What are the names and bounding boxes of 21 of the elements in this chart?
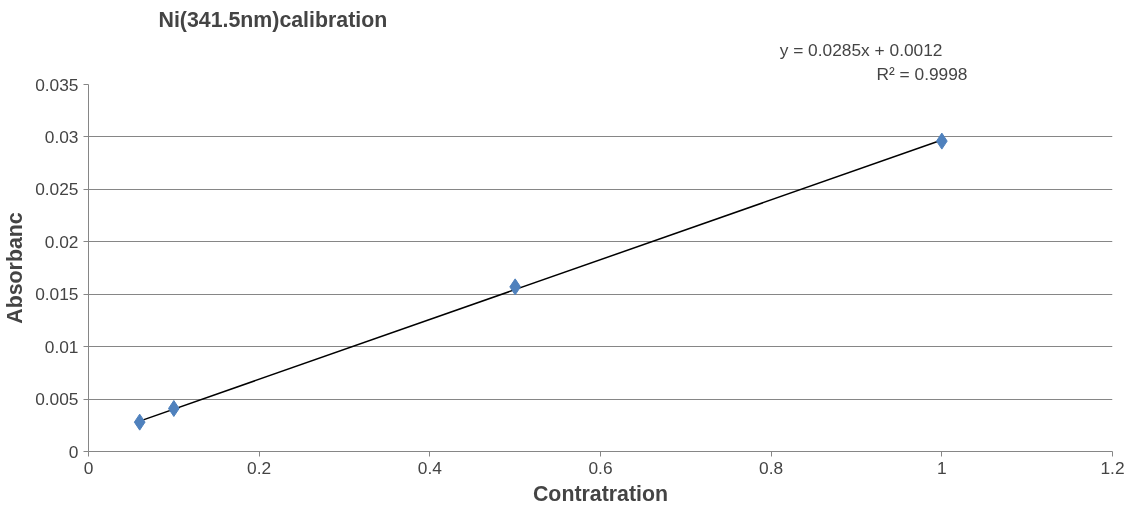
y-tick-label: 0.035 [35, 74, 79, 95]
y-tick-label: 0 [68, 441, 79, 462]
x-axis-title: Contratration [532, 481, 669, 506]
x-tick-label: 0.4 [417, 457, 443, 478]
x-tick-label: 1 [937, 457, 947, 478]
y-tick-label: 0.03 [44, 126, 79, 147]
x-tick-label: 0 [83, 457, 94, 478]
y-axis-title: Absorbanc [3, 212, 28, 324]
x-tick-label: 0.6 [588, 457, 613, 478]
x-tick-label: 1.2 [1100, 457, 1125, 478]
text: y = 0.0285x + 0.0012 [779, 39, 943, 60]
text: R² = 0.9998 [876, 63, 968, 84]
x-tick-label: 0.8 [759, 457, 784, 478]
y-tick-label: 0.025 [35, 179, 79, 200]
y-tick-label: 0.005 [35, 389, 79, 410]
y-tick-label: 0.02 [44, 231, 79, 252]
x-tick-label: 0.2 [247, 457, 272, 478]
y-tick-label: 0.015 [35, 284, 79, 305]
point [133, 413, 146, 431]
y-tick-label: 0.01 [44, 336, 79, 357]
chart-title: Ni(341.5nm)calibration [158, 7, 388, 32]
